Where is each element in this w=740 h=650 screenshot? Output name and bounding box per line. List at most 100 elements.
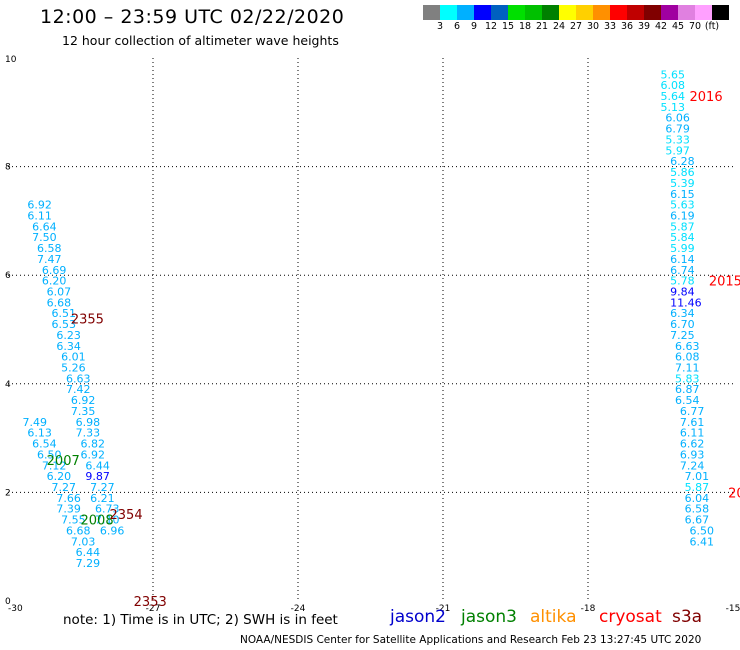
scale-label: 27 bbox=[569, 21, 583, 32]
time-label: 20 bbox=[728, 486, 740, 501]
scale-swatch bbox=[678, 5, 695, 20]
data-value-label: 5.63 bbox=[670, 199, 695, 212]
data-value-label: 5.39 bbox=[670, 177, 695, 190]
data-value-label: 5.83 bbox=[675, 372, 700, 385]
data-value-label: 6.64 bbox=[32, 220, 57, 233]
data-value-label: 6.21 bbox=[90, 492, 115, 505]
data-value-label: 6.07 bbox=[47, 285, 72, 298]
data-value-label: 6.79 bbox=[665, 123, 690, 136]
y-tick-label: 10 bbox=[5, 55, 17, 65]
data-value-label: 6.20 bbox=[42, 275, 66, 288]
data-value-label: 7.66 bbox=[56, 492, 80, 505]
data-value-label: 7.47 bbox=[37, 253, 62, 266]
data-value-label: 5.33 bbox=[665, 133, 690, 146]
scale-swatch bbox=[525, 5, 542, 20]
data-value-label: 7.33 bbox=[76, 427, 101, 440]
data-value-label: 6.74 bbox=[670, 264, 695, 277]
scale-swatch bbox=[508, 5, 525, 20]
data-value-label: 6.23 bbox=[56, 329, 80, 342]
data-value-label: 6.34 bbox=[670, 307, 695, 320]
footer-credit: NOAA/NESDIS Center for Satellite Applica… bbox=[240, 634, 702, 646]
data-value-label: 7.27 bbox=[52, 481, 77, 494]
data-value-label: 5.78 bbox=[670, 275, 695, 288]
data-value-label: 6.54 bbox=[675, 394, 700, 407]
data-value-label: 6.53 bbox=[52, 318, 77, 331]
scale-label: 33 bbox=[603, 21, 617, 32]
data-value-label: 7.61 bbox=[680, 416, 705, 429]
data-value-label: 6.96 bbox=[100, 524, 125, 537]
data-value-label: 6.08 bbox=[661, 79, 686, 92]
y-tick-label: 0 bbox=[5, 597, 11, 607]
scale-swatch bbox=[661, 5, 678, 20]
scale-label: 18 bbox=[518, 21, 532, 32]
data-value-label: 6.11 bbox=[680, 427, 705, 440]
data-value-label: 6.51 bbox=[52, 307, 77, 320]
footer-note: note: 1) Time is in UTC; 2) SWH is in fe… bbox=[63, 612, 338, 628]
scale-swatch bbox=[644, 5, 661, 20]
scale-swatch bbox=[627, 5, 644, 20]
scale-swatch bbox=[712, 5, 729, 20]
data-value-label: 7.42 bbox=[66, 383, 91, 396]
data-value-label: 6.01 bbox=[61, 351, 86, 364]
data-value-label: 7.11 bbox=[675, 362, 700, 375]
data-value-label: 5.87 bbox=[685, 481, 710, 494]
time-label: 2016 bbox=[690, 90, 723, 105]
scale-label: 9 bbox=[470, 21, 478, 32]
scale-swatch bbox=[423, 5, 440, 20]
data-value-label: 6.69 bbox=[42, 264, 66, 277]
data-value-label: 6.41 bbox=[690, 535, 715, 548]
data-value-label: 9.87 bbox=[85, 470, 110, 483]
data-value-label: 6.08 bbox=[675, 351, 700, 364]
data-value-label: 7.25 bbox=[670, 329, 695, 342]
data-value-label: 7.39 bbox=[56, 503, 80, 516]
y-tick-label: 4 bbox=[5, 380, 11, 390]
data-value-label: 6.14 bbox=[670, 253, 695, 266]
scale-label: 36 bbox=[620, 21, 634, 32]
scale-label: (ft) bbox=[704, 21, 720, 32]
data-value-label: 5.87 bbox=[670, 220, 695, 233]
data-value-label: 5.26 bbox=[61, 362, 86, 375]
data-value-label: 6.63 bbox=[675, 340, 700, 353]
data-value-label: 7.01 bbox=[685, 470, 710, 483]
data-value-label: 6.28 bbox=[670, 155, 695, 168]
data-value-label: 6.54 bbox=[32, 438, 57, 451]
color-scale-legend: 3 6 9 12 15 18 21 24 27 30 33 36 39 42 45 70 (ft) bbox=[423, 5, 731, 39]
data-value-label: 6.20 bbox=[47, 470, 72, 483]
data-value-label: 5.97 bbox=[665, 144, 690, 157]
legend-item-s3a: s3a bbox=[672, 607, 703, 627]
data-value-label: 7.24 bbox=[680, 459, 705, 472]
data-value-label: 5.65 bbox=[661, 68, 686, 81]
legend-item-jason2: jason2 bbox=[390, 607, 446, 627]
scale-swatch bbox=[593, 5, 610, 20]
scale-label: 70 bbox=[688, 21, 702, 32]
chart-subtitle: 12 hour collection of altimeter wave hei… bbox=[62, 33, 339, 48]
scale-label: 21 bbox=[535, 21, 549, 32]
data-value-label: 7.29 bbox=[76, 557, 101, 570]
data-value-label: 6.50 bbox=[690, 524, 715, 537]
x-tick-label: -15 bbox=[726, 604, 740, 614]
data-value-label: 6.58 bbox=[685, 503, 710, 516]
data-value-label: 6.63 bbox=[66, 372, 91, 385]
data-value-label: 7.10 bbox=[95, 514, 120, 527]
data-value-label: 6.13 bbox=[27, 427, 52, 440]
scale-label: 12 bbox=[484, 21, 498, 32]
data-value-label: 7.49 bbox=[23, 416, 48, 429]
data-value-label: 5.64 bbox=[661, 90, 686, 103]
scale-swatch bbox=[474, 5, 491, 20]
y-tick-label: 2 bbox=[5, 488, 11, 498]
data-value-label: 6.11 bbox=[27, 209, 52, 222]
scale-label: 6 bbox=[453, 21, 461, 32]
data-value-label: 6.58 bbox=[37, 242, 62, 255]
data-value-label: 6.92 bbox=[81, 448, 106, 461]
time-label: 2353 bbox=[134, 595, 167, 610]
scale-label: 39 bbox=[637, 21, 651, 32]
data-value-label: 6.87 bbox=[675, 383, 700, 396]
scale-label: 24 bbox=[552, 21, 566, 32]
time-label: 2007 bbox=[47, 454, 80, 469]
scale-swatch bbox=[695, 5, 712, 20]
time-label: 2015 bbox=[709, 275, 740, 290]
time-label: 2354 bbox=[110, 508, 143, 523]
data-value-label: 6.93 bbox=[680, 448, 705, 461]
data-value-label: 7.35 bbox=[71, 405, 96, 418]
